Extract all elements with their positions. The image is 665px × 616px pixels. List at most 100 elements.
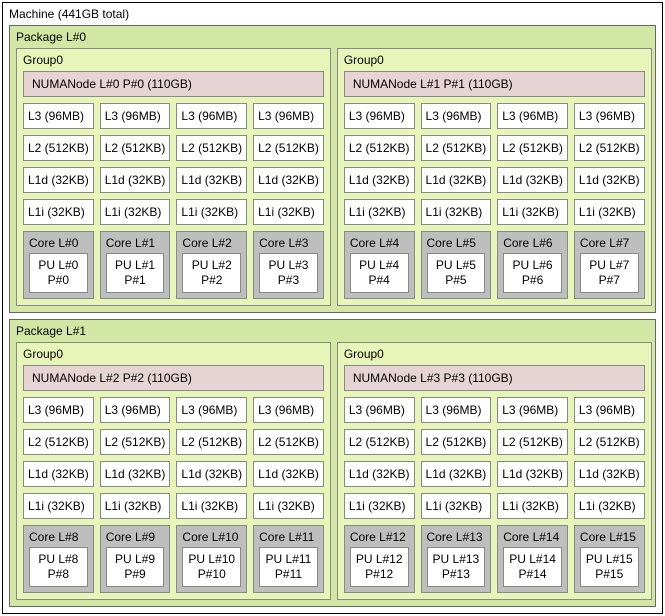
core-label: Core L#13 [427, 530, 486, 544]
numa-node: NUMANode L#3 P#3 (110GB) [344, 365, 645, 391]
core-box: Core L#0PU L#0P#0 [23, 231, 94, 299]
pu-l-label: PU L#0 [32, 258, 85, 273]
cache-box: L3 (96MB) [253, 103, 324, 129]
cache-box: L1i (32KB) [100, 199, 171, 225]
core-label: Core L#7 [580, 236, 639, 250]
pu-l-label: PU L#1 [109, 258, 162, 273]
core-box: Core L#5PU L#5P#5 [421, 231, 492, 299]
pu-box: PU L#7P#7 [580, 253, 639, 293]
pu-box: PU L#2P#2 [182, 253, 241, 293]
cache-box: L1d (32KB) [100, 461, 171, 487]
cache-box: L2 (512KB) [421, 135, 492, 161]
cache-row: L1d (32KB)L1d (32KB)L1d (32KB)L1d (32KB) [344, 167, 645, 193]
core-label: Core L#1 [106, 236, 165, 250]
cache-row: L2 (512KB)L2 (512KB)L2 (512KB)L2 (512KB) [344, 135, 645, 161]
cache-box: L3 (96MB) [574, 103, 645, 129]
pu-box: PU L#4P#4 [350, 253, 409, 293]
core-box: Core L#14 PU L#14P#14 [497, 525, 568, 593]
numa-node: NUMANode L#2 P#2 (110GB) [23, 365, 324, 391]
core-box: Core L#10PU L#10P#10 [176, 525, 247, 593]
cache-box: L2 (512KB) [23, 429, 94, 455]
core-label: Core L#3 [259, 236, 318, 250]
cache-box: L3 (96MB) [497, 103, 568, 129]
group-label: Group0 [344, 347, 645, 361]
cores-row: Core L#12 PU L#12P#12 Core L#13 PU L#13P#13… [344, 525, 645, 593]
cache-box: L1d (32KB) [176, 461, 247, 487]
core-label: Core L#6 [503, 236, 562, 250]
pu-box: PU L#13P#13 [427, 547, 486, 587]
group-label: Group0 [344, 53, 645, 67]
group-label: Group0 [23, 53, 324, 67]
core-box: Core L#11 PU L#11P#11 [253, 525, 324, 593]
cache-row: L1i (32KB)L1i (32KB)L1i (32KB)L1i (32KB) [23, 199, 324, 225]
core-box: Core L#13 PU L#13P#13 [421, 525, 492, 593]
pu-box: PU L#11P#11 [259, 547, 318, 587]
cache-box: L1d (32KB) [497, 461, 568, 487]
pu-l-label: PU L#9 [109, 552, 162, 567]
cache-box: L3 (96MB) [421, 397, 492, 423]
core-label: Core L#15 [580, 530, 639, 544]
cache-box: L2 (512KB) [100, 135, 171, 161]
cache-row: L1i (32KB)L1i (32KB)L1i (32KB)L1i (32KB) [23, 493, 324, 519]
package-label: Package L#0 [16, 30, 649, 44]
machine-box: Machine (441GB total) Package L#0Group0N… [2, 2, 663, 614]
core-box: Core L#8PU L#8P#8 [23, 525, 94, 593]
core-label: Core L#0 [29, 236, 88, 250]
cache-box: L1i (32KB) [176, 199, 247, 225]
cache-box: L3 (96MB) [23, 103, 94, 129]
core-label: Core L#14 [503, 530, 562, 544]
pu-l-label: PU L#10 [185, 552, 238, 567]
cache-box: L1d (32KB) [574, 167, 645, 193]
pu-p-label: P#11 [262, 567, 315, 582]
cache-box: L1i (32KB) [253, 493, 324, 519]
cache-box: L2 (512KB) [497, 429, 568, 455]
group-box: Group0NUMANode L#0 P#0 (110GB)L3 (96MB)L… [16, 48, 331, 306]
cache-box: L1i (32KB) [176, 493, 247, 519]
pu-box: PU L#5P#5 [427, 253, 486, 293]
pu-l-label: PU L#12 [353, 552, 406, 567]
core-label: Core L#4 [350, 236, 409, 250]
cache-box: L1d (32KB) [574, 461, 645, 487]
core-label: Core L#12 [350, 530, 409, 544]
numa-node: NUMANode L#1 P#1 (110GB) [344, 71, 645, 97]
cache-box: L1i (32KB) [574, 493, 645, 519]
pu-l-label: PU L#4 [353, 258, 406, 273]
core-box: Core L#7 PU L#7P#7 [574, 231, 645, 299]
pu-p-label: P#1 [109, 273, 162, 288]
pu-p-label: P#7 [583, 273, 636, 288]
core-box: Core L#3PU L#3P#3 [253, 231, 324, 299]
cache-box: L2 (512KB) [176, 429, 247, 455]
cache-box: L3 (96MB) [100, 397, 171, 423]
cache-box: L1d (32KB) [344, 461, 415, 487]
pu-l-label: PU L#14 [506, 552, 559, 567]
cache-row: L2 (512KB)L2 (512KB)L2 (512KB)L2 (512KB) [344, 429, 645, 455]
pu-p-label: P#12 [353, 567, 406, 582]
core-label: Core L#2 [182, 236, 241, 250]
core-box: Core L#6PU L#6P#6 [497, 231, 568, 299]
cache-box: L1i (32KB) [100, 493, 171, 519]
pu-box: PU L#9P#9 [106, 547, 165, 587]
core-box: Core L#2 PU L#2P#2 [176, 231, 247, 299]
pu-p-label: P#9 [109, 567, 162, 582]
pu-p-label: P#8 [32, 567, 85, 582]
pu-box: PU L#1P#1 [106, 253, 165, 293]
cache-box: L2 (512KB) [421, 429, 492, 455]
package-label: Package L#1 [16, 324, 649, 338]
pu-box: PU L#10P#10 [182, 547, 241, 587]
cache-row: L3 (96MB)L3 (96MB)L3 (96MB)L3 (96MB) [23, 397, 324, 423]
pu-p-label: P#2 [185, 273, 238, 288]
cache-box: L1d (32KB) [23, 461, 94, 487]
package-box: Package L#0 Group0NUMANode L#0 P#0 (110GB… [9, 25, 656, 313]
cache-box: L3 (96MB) [344, 103, 415, 129]
pu-l-label: PU L#15 [583, 552, 636, 567]
cache-box: L1d (32KB) [23, 167, 94, 193]
pu-l-label: PU L#5 [430, 258, 483, 273]
cache-box: L2 (512KB) [574, 135, 645, 161]
package-box: Package L#1 Group0 NUMANode L#2 P#2 (110GB… [9, 319, 656, 607]
pu-box: PU L#14P#14 [503, 547, 562, 587]
pu-box: PU L#8P#8 [29, 547, 88, 587]
cores-row: Core L#8PU L#8P#8Core L#9PU L#9P#9Core L… [23, 525, 324, 593]
cache-box: L2 (512KB) [23, 135, 94, 161]
cache-box: L1d (32KB) [253, 461, 324, 487]
core-label: Core L#11 [259, 530, 318, 544]
